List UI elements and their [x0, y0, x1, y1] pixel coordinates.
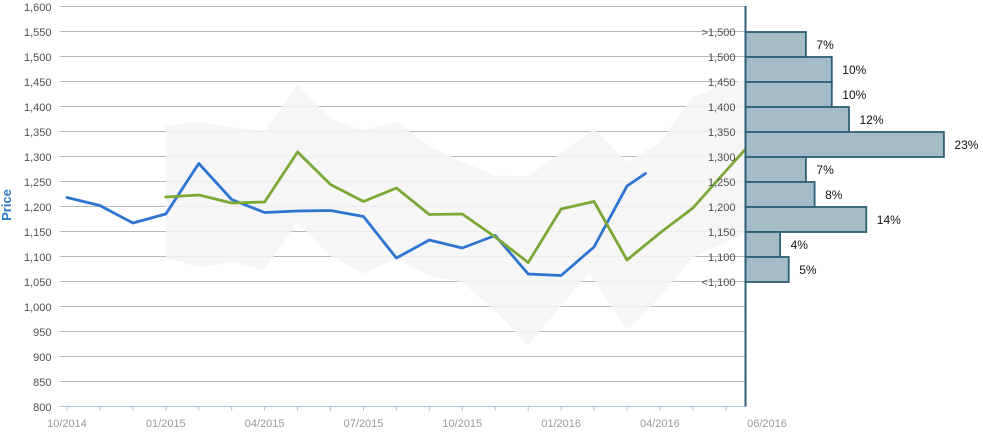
svg-text:1,450: 1,450 [24, 77, 52, 89]
svg-text:1,400: 1,400 [708, 102, 736, 114]
svg-text:1,350: 1,350 [708, 127, 736, 139]
svg-text:10%: 10% [842, 88, 866, 102]
svg-text:950: 950 [33, 327, 51, 339]
svg-text:1,250: 1,250 [24, 177, 52, 189]
svg-text:1,300: 1,300 [708, 152, 736, 164]
svg-text:1,500: 1,500 [708, 52, 736, 64]
svg-text:04/2015: 04/2015 [245, 418, 285, 430]
svg-text:01/2015: 01/2015 [146, 418, 186, 430]
svg-text:1,400: 1,400 [24, 102, 52, 114]
svg-text:1,200: 1,200 [24, 202, 52, 214]
svg-text:07/2015: 07/2015 [344, 418, 384, 430]
svg-text:800: 800 [33, 402, 51, 414]
svg-text:1,050: 1,050 [24, 277, 52, 289]
svg-text:1,150: 1,150 [708, 227, 736, 239]
svg-text:1,550: 1,550 [24, 27, 52, 39]
svg-text:900: 900 [33, 352, 51, 364]
svg-text:12%: 12% [860, 113, 884, 127]
svg-text:01/2016: 01/2016 [541, 418, 581, 430]
svg-text:1,600: 1,600 [24, 2, 52, 14]
svg-text:4%: 4% [791, 238, 809, 252]
svg-text:850: 850 [33, 377, 51, 389]
svg-text:>1,500: >1,500 [702, 27, 736, 39]
svg-text:10%: 10% [842, 63, 866, 77]
svg-text:04/2016: 04/2016 [640, 418, 680, 430]
svg-text:1,100: 1,100 [24, 252, 52, 264]
svg-text:1,200: 1,200 [708, 202, 736, 214]
svg-text:1,300: 1,300 [24, 152, 52, 164]
svg-text:7%: 7% [816, 163, 834, 177]
svg-text:5%: 5% [799, 263, 817, 277]
svg-text:10/2014: 10/2014 [47, 418, 87, 430]
svg-text:1,150: 1,150 [24, 227, 52, 239]
svg-text:14%: 14% [877, 213, 901, 227]
svg-text:10/2015: 10/2015 [442, 418, 482, 430]
svg-text:1,000: 1,000 [24, 302, 52, 314]
svg-text:1,450: 1,450 [708, 77, 736, 89]
svg-text:8%: 8% [825, 188, 843, 202]
svg-text:1,250: 1,250 [708, 177, 736, 189]
svg-text:1,350: 1,350 [24, 127, 52, 139]
svg-text:06/2016: 06/2016 [747, 418, 787, 430]
svg-text:23%: 23% [954, 138, 978, 152]
svg-text:1,100: 1,100 [708, 252, 736, 264]
svg-text:<1,100: <1,100 [702, 277, 736, 289]
svg-text:Price: Price [0, 189, 14, 221]
svg-text:1,500: 1,500 [24, 52, 52, 64]
svg-text:7%: 7% [816, 38, 834, 52]
